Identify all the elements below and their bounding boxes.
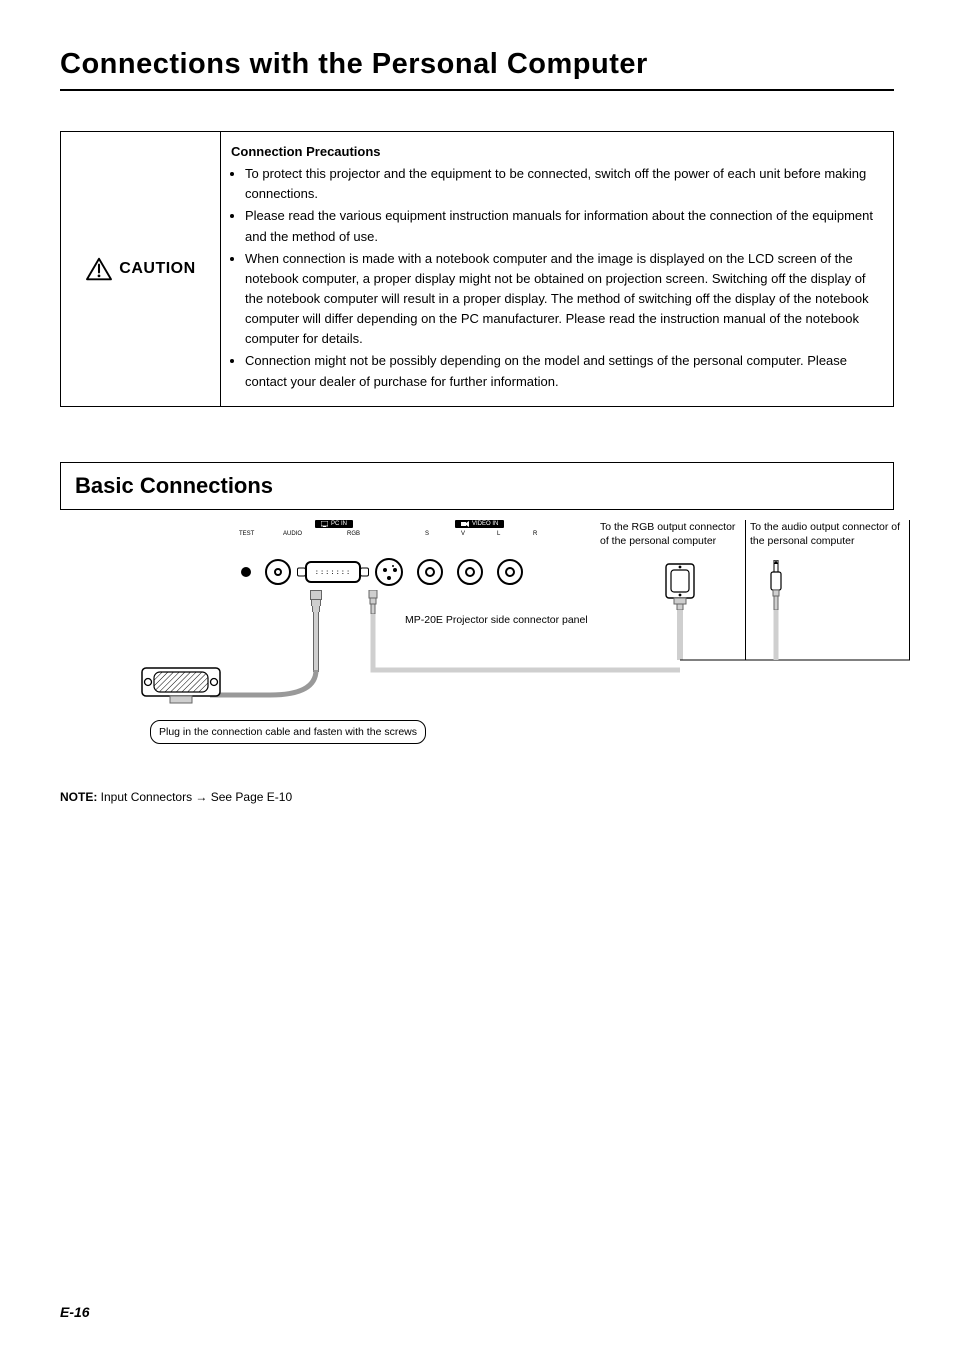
audio-output-label: To the audio output connector of the per… — [750, 520, 910, 548]
section-title: Basic Connections — [75, 473, 879, 499]
audio-plug-panel-icon — [367, 590, 379, 619]
audio-plug-icon — [769, 560, 783, 615]
port-row: ::::::: — [235, 558, 565, 586]
audio-l-rca-icon — [457, 559, 483, 585]
svideo-port-icon — [375, 558, 403, 586]
caution-label: CAUTION — [119, 260, 195, 278]
caution-content: Connection Precautions To protect this p… — [221, 132, 893, 406]
caution-left: CAUTION — [61, 132, 221, 406]
precaution-item: Connection might not be possibly dependi… — [245, 351, 879, 391]
note-body: Input Connectors → See Page E-10 — [97, 790, 292, 804]
rgb-vga-port-icon: ::::::: — [305, 561, 361, 583]
divider-line — [909, 520, 910, 660]
video-rca-icon — [417, 559, 443, 585]
precautions-list: To protect this projector and the equipm… — [231, 164, 879, 392]
audio-jack-icon — [265, 559, 291, 585]
connection-diagram: PC IN VIDEO IN TEST AUDIO RGB S V L R — [150, 520, 910, 780]
panel-caption: MP-20E Projector side connector panel — [405, 614, 588, 626]
rgb-output-label: To the RGB output connector of the perso… — [600, 520, 740, 548]
note-line: NOTE: Input Connectors → See Page E-10 — [60, 790, 894, 804]
page-title: Connections with the Personal Computer — [60, 48, 894, 81]
audio-r-rca-icon — [497, 559, 523, 585]
monitor-icon — [321, 521, 328, 527]
page-number: E-16 — [60, 1304, 90, 1320]
caution-box: CAUTION Connection Precautions To protec… — [60, 131, 894, 407]
projector-connector-panel: PC IN VIDEO IN TEST AUDIO RGB S V L R — [235, 520, 565, 586]
test-button-icon — [241, 567, 251, 577]
section-box: Basic Connections — [60, 462, 894, 510]
manual-page: Connections with the Personal Computer C… — [0, 0, 954, 1348]
note-prefix: NOTE: — [60, 790, 97, 804]
cable-projector-side — [310, 590, 322, 672]
camera-icon — [461, 521, 469, 527]
video-in-label: VIDEO IN — [455, 520, 504, 528]
precaution-item: To protect this projector and the equipm… — [245, 164, 879, 204]
vga-connector-illustration — [140, 660, 222, 709]
precaution-item: When connection is made with a notebook … — [245, 249, 879, 350]
precaution-item: Please read the various equipment instru… — [245, 206, 879, 246]
divider-line — [745, 520, 746, 660]
pc-in-label: PC IN — [315, 520, 353, 528]
title-rule — [60, 89, 894, 91]
pc-vga-connector-icon — [660, 560, 700, 615]
callout-plug-screws: Plug in the connection cable and fasten … — [150, 720, 426, 744]
precautions-title: Connection Precautions — [231, 142, 879, 162]
warning-triangle-icon — [85, 257, 113, 281]
